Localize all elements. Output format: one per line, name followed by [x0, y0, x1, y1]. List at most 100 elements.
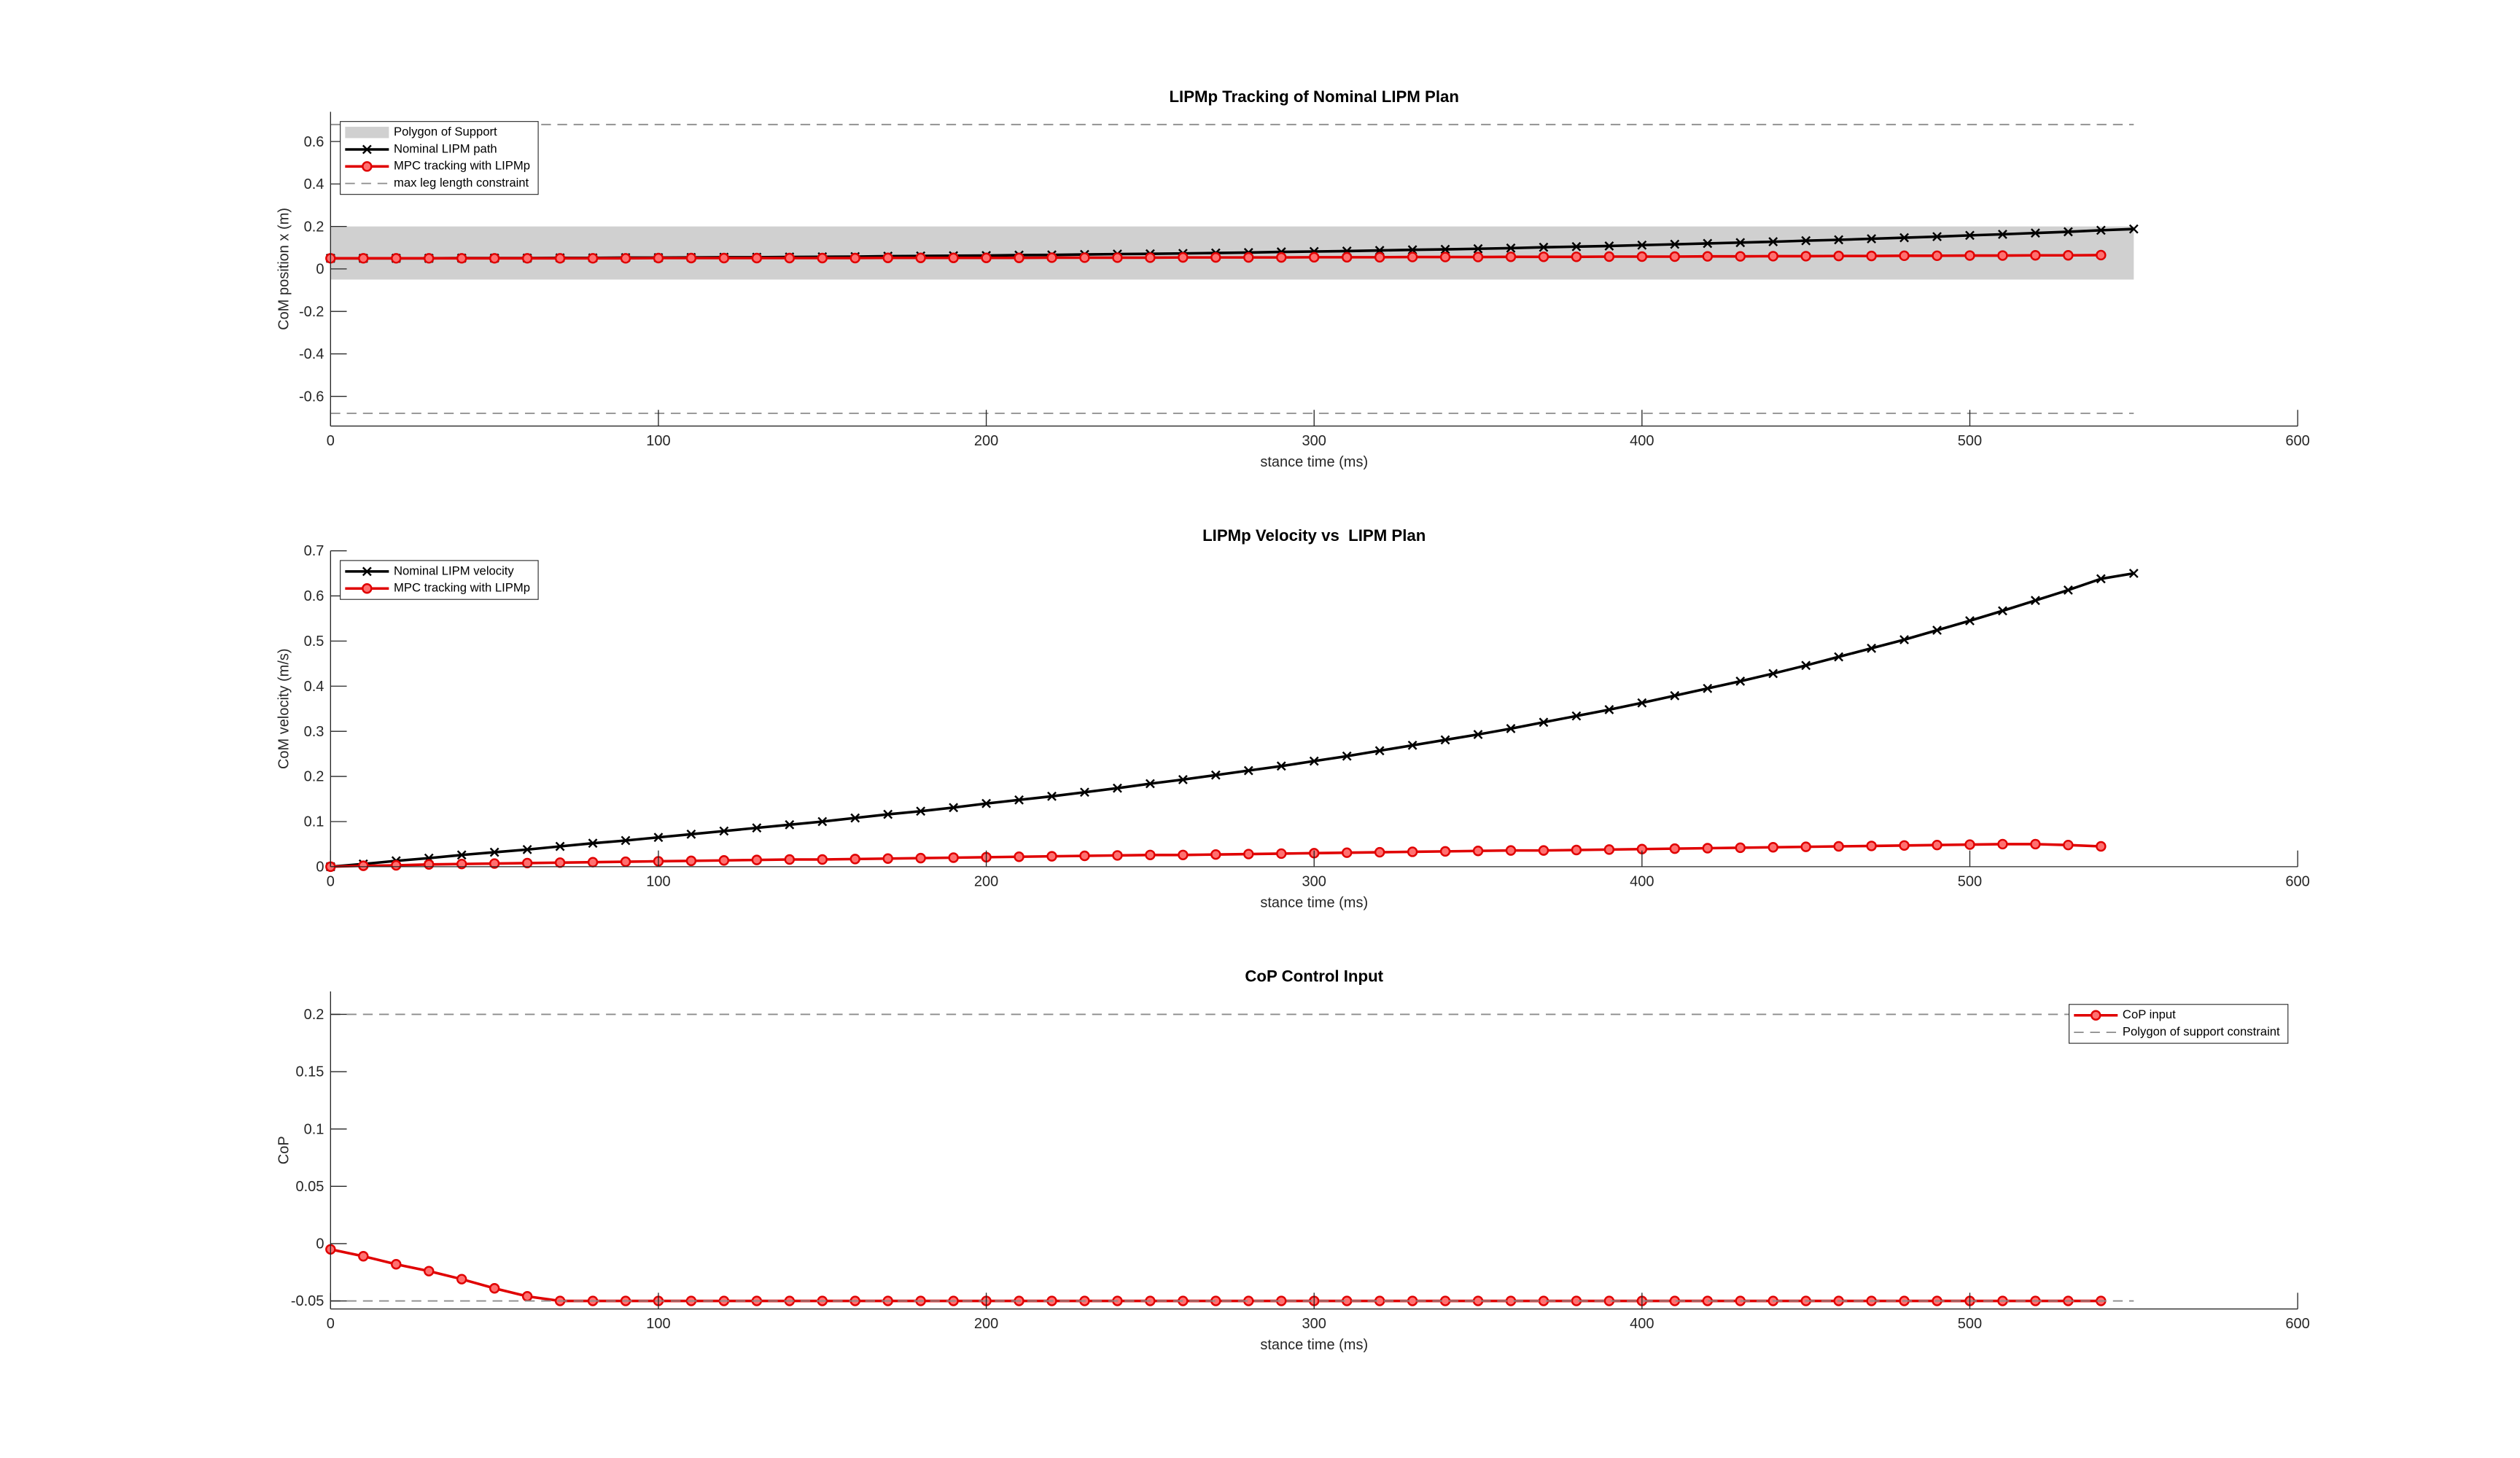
x-tick-label: 100 [646, 874, 670, 890]
marker-x [916, 806, 926, 816]
marker-x [1867, 234, 1877, 243]
marker-circle [1145, 849, 1156, 861]
marker-circle [1800, 841, 1811, 852]
marker-circle [1341, 847, 1353, 858]
marker-x [1506, 724, 1516, 733]
marker-circle [1636, 251, 1648, 262]
marker-x [1703, 683, 1713, 693]
x-tick-label: 400 [1630, 1316, 1654, 1332]
marker-circle [1932, 250, 1942, 262]
marker-circle [1964, 839, 1975, 850]
x-axis-label: stance time (ms) [1260, 1337, 1368, 1353]
marker-circle [1932, 839, 1942, 851]
marker-circle [1571, 844, 1582, 856]
marker-circle [1210, 849, 1221, 860]
marker-x [2030, 596, 2040, 606]
y-tick-label: 0.6 [304, 134, 324, 150]
marker-circle [1439, 1295, 1451, 1306]
marker-x [1210, 770, 1221, 780]
marker-x [1768, 237, 1778, 247]
marker-x [1440, 244, 1450, 254]
marker-circle [554, 857, 566, 868]
marker-circle [1505, 252, 1517, 262]
legend: Nominal LIPM velocity MPC tracking with L… [340, 560, 539, 600]
y-tick-label: 0.6 [304, 588, 324, 604]
x-tick-label: 500 [1958, 433, 1982, 449]
marker-x [1571, 241, 1582, 252]
marker-x [1801, 235, 1811, 246]
marker-circle [1079, 252, 1090, 263]
marker-circle [1439, 252, 1451, 262]
marker-circle [1374, 252, 1385, 263]
y-tick-label: 0.3 [304, 724, 324, 740]
marker-x [1998, 229, 2007, 239]
marker-circle [1472, 252, 1484, 262]
series-line [330, 1248, 2101, 1303]
marker-circle [1276, 848, 1287, 859]
marker-circle [456, 858, 467, 870]
marker-circle [587, 253, 599, 264]
x-tick-label: 300 [1302, 874, 1326, 890]
y-axis-label: CoM velocity (m/s) [276, 648, 292, 769]
marker-circle [1833, 841, 1844, 852]
marker-circle [391, 859, 402, 871]
marker-x [2096, 225, 2106, 235]
marker-circle [1899, 840, 1910, 851]
marker-circle [1735, 251, 1746, 262]
marker-x [1309, 756, 1319, 766]
x-tick-label: 200 [974, 1316, 998, 1332]
y-tick-label: 0.1 [304, 1121, 324, 1137]
legend-box [2069, 1004, 2289, 1044]
marker-circle [362, 161, 373, 172]
marker-x [1637, 240, 1647, 250]
marker-x [1080, 787, 1089, 798]
marker-circle [1768, 842, 1778, 853]
marker-circle [718, 854, 730, 866]
legend-label: Nominal LIPM path [394, 141, 497, 155]
marker-circle [1014, 252, 1024, 263]
marker-circle [1800, 251, 1811, 262]
marker-x [1637, 698, 1647, 708]
legend-label: Polygon of support constraint [2123, 1025, 2280, 1039]
marker-circle [2030, 838, 2041, 850]
marker-x [686, 829, 696, 839]
x-tick-label: 600 [2285, 433, 2309, 449]
marker-circle [521, 1291, 533, 1302]
marker-circle [1210, 252, 1221, 263]
y-tick-label: 0.4 [304, 679, 324, 695]
marker-circle [1571, 252, 1582, 262]
marker-x [1998, 606, 2007, 616]
marker-circle [882, 853, 893, 864]
x-tick-label: 400 [1630, 874, 1654, 890]
marker-circle [424, 1266, 435, 1276]
y-axis-label: CoM position x (m) [276, 208, 292, 330]
series-line [330, 572, 2134, 868]
marker-x [1374, 746, 1385, 756]
x-axis-label: stance time (ms) [1260, 454, 1368, 470]
marker-circle [849, 854, 860, 865]
marker-circle [391, 1259, 402, 1270]
marker-x [1440, 735, 1450, 745]
y-tick-label: 0.2 [304, 769, 324, 785]
marker-circle [456, 1274, 467, 1284]
marker-x [2063, 227, 2073, 237]
marker-x [752, 823, 762, 833]
marker-circle [981, 252, 992, 263]
marker-circle [849, 252, 860, 264]
marker-circle [1112, 252, 1123, 263]
marker-x [1539, 717, 1549, 728]
y-tick-label: 0.7 [304, 543, 324, 559]
marker-circle [362, 582, 373, 594]
marker-x [1539, 242, 1549, 252]
marker-x [1834, 652, 1844, 662]
marker-circle [2063, 250, 2074, 261]
marker-circle [1243, 849, 1254, 859]
marker-x [1604, 705, 1614, 714]
x-tick-label: 600 [2285, 1316, 2309, 1332]
marker-circle [620, 856, 631, 868]
marker-circle [1505, 845, 1517, 856]
marker-x [1670, 239, 1680, 249]
marker-x [1473, 243, 1483, 254]
marker-circle [1964, 250, 1975, 261]
marker-circle [1439, 846, 1451, 857]
